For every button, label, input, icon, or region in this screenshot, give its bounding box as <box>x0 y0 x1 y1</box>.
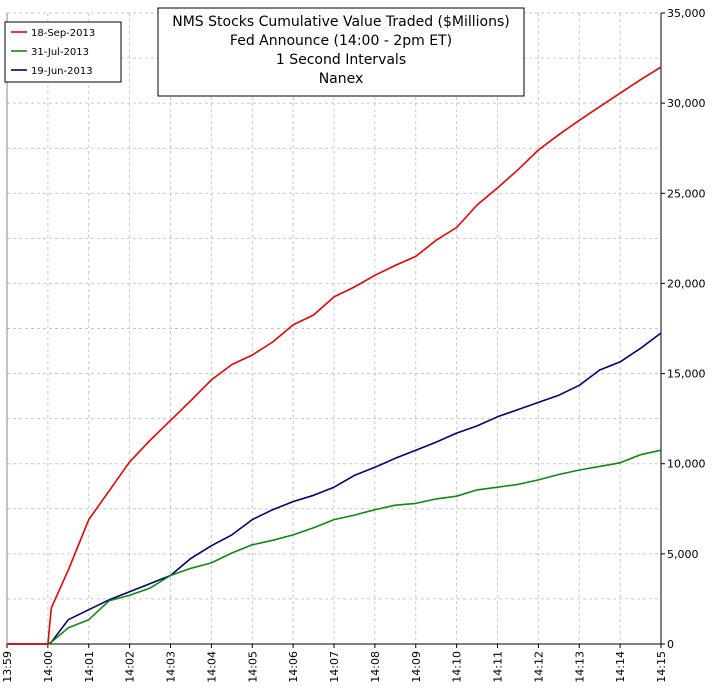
legend-label: 19-Jun-2013 <box>31 66 93 77</box>
chart-title: Fed Announce (14:00 - 2pm ET) <box>230 33 452 49</box>
chart-title: 1 Second Intervals <box>276 52 406 68</box>
x-tick-label: 14:15 <box>655 651 668 683</box>
legend-label: 18-Sep-2013 <box>31 28 95 39</box>
x-tick-label: 14:11 <box>492 651 505 683</box>
x-tick-label: 14:05 <box>246 651 259 683</box>
series-line <box>7 449 662 645</box>
x-tick-label: 14:00 <box>42 651 55 683</box>
x-tick-label: 14:07 <box>328 651 341 683</box>
x-tick-label: 14:14 <box>614 651 627 683</box>
x-tick-label: 14:04 <box>205 651 218 683</box>
x-tick-label: 14:10 <box>451 651 464 683</box>
series-line <box>7 332 662 645</box>
x-tick-label: 14:06 <box>287 651 300 683</box>
y-tick-label: 30,000 <box>667 97 706 110</box>
legend: 18-Sep-2013 31-Jul-2013 19-Jun-2013 <box>4 21 122 83</box>
y-tick-label: 15,000 <box>667 368 706 381</box>
y-tick-label: 5,000 <box>667 548 699 561</box>
x-tick-label: 14:13 <box>573 651 586 683</box>
x-tick-label: 14:08 <box>369 651 382 683</box>
y-tick-label: 25,000 <box>667 187 706 200</box>
x-tick-label: 14:01 <box>83 651 96 683</box>
x-tick-label: 14:09 <box>410 651 423 683</box>
x-tick-label: 14:02 <box>124 651 137 683</box>
x-tick-label: 14:12 <box>532 651 545 683</box>
legend-label: 31-Jul-2013 <box>31 47 89 58</box>
title-box <box>157 7 525 97</box>
chart-title: Nanex <box>319 71 364 87</box>
x-tick-label: 13:59 <box>1 651 14 683</box>
y-tick-label: 10,000 <box>667 458 706 471</box>
series-line <box>7 66 662 645</box>
y-tick-label: 35,000 <box>667 7 706 20</box>
chart-title: NMS Stocks Cumulative Value Traded ($Mil… <box>172 14 510 30</box>
x-tick-label: 14:03 <box>165 651 178 683</box>
y-tick-label: 0 <box>667 638 674 651</box>
y-tick-label: 20,000 <box>667 277 706 290</box>
title-block: NMS Stocks Cumulative Value Traded ($Mil… <box>157 7 525 97</box>
